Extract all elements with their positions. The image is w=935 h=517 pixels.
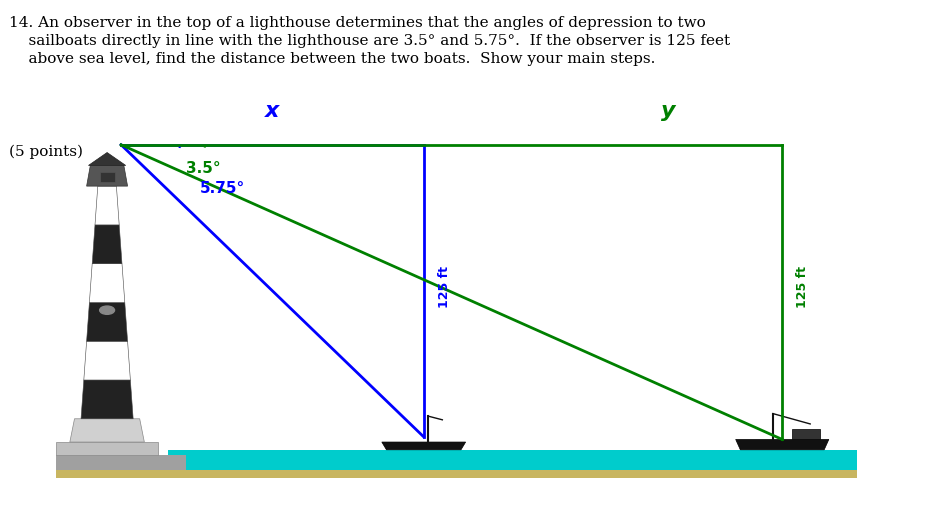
Polygon shape bbox=[70, 419, 144, 442]
Text: (5 points): (5 points) bbox=[9, 145, 83, 159]
Polygon shape bbox=[381, 442, 466, 450]
Text: 5.75°: 5.75° bbox=[200, 181, 246, 196]
Polygon shape bbox=[84, 341, 130, 380]
Polygon shape bbox=[95, 186, 119, 225]
Text: 3.5°: 3.5° bbox=[186, 160, 221, 176]
Polygon shape bbox=[87, 302, 127, 341]
Polygon shape bbox=[56, 470, 856, 478]
Polygon shape bbox=[93, 225, 122, 264]
Polygon shape bbox=[56, 455, 186, 470]
Polygon shape bbox=[87, 165, 127, 186]
Text: 125 ft: 125 ft bbox=[797, 266, 809, 308]
Text: y: y bbox=[661, 101, 675, 121]
Polygon shape bbox=[736, 439, 828, 450]
Polygon shape bbox=[792, 429, 819, 439]
Polygon shape bbox=[56, 442, 158, 455]
Text: 14. An observer in the top of a lighthouse determines that the angles of depress: 14. An observer in the top of a lighthou… bbox=[9, 16, 730, 66]
Polygon shape bbox=[81, 380, 133, 419]
Text: x: x bbox=[266, 101, 280, 121]
Polygon shape bbox=[89, 153, 125, 165]
Bar bbox=[100, 172, 115, 182]
Polygon shape bbox=[167, 450, 856, 470]
Circle shape bbox=[100, 306, 115, 314]
Text: 125 ft: 125 ft bbox=[438, 266, 451, 308]
Polygon shape bbox=[90, 264, 124, 302]
